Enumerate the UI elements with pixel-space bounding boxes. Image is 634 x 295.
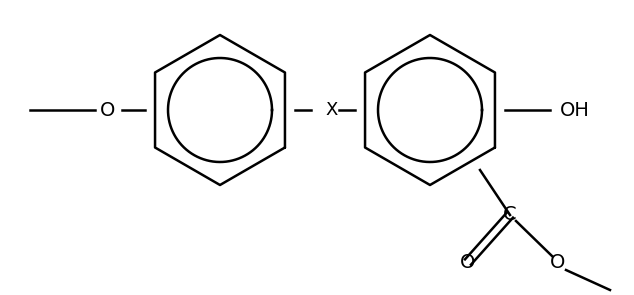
- Text: OH: OH: [560, 101, 590, 119]
- Text: C: C: [503, 206, 517, 224]
- Text: O: O: [460, 253, 476, 271]
- Text: O: O: [550, 253, 566, 271]
- Text: X: X: [326, 101, 338, 119]
- Text: O: O: [100, 101, 115, 119]
